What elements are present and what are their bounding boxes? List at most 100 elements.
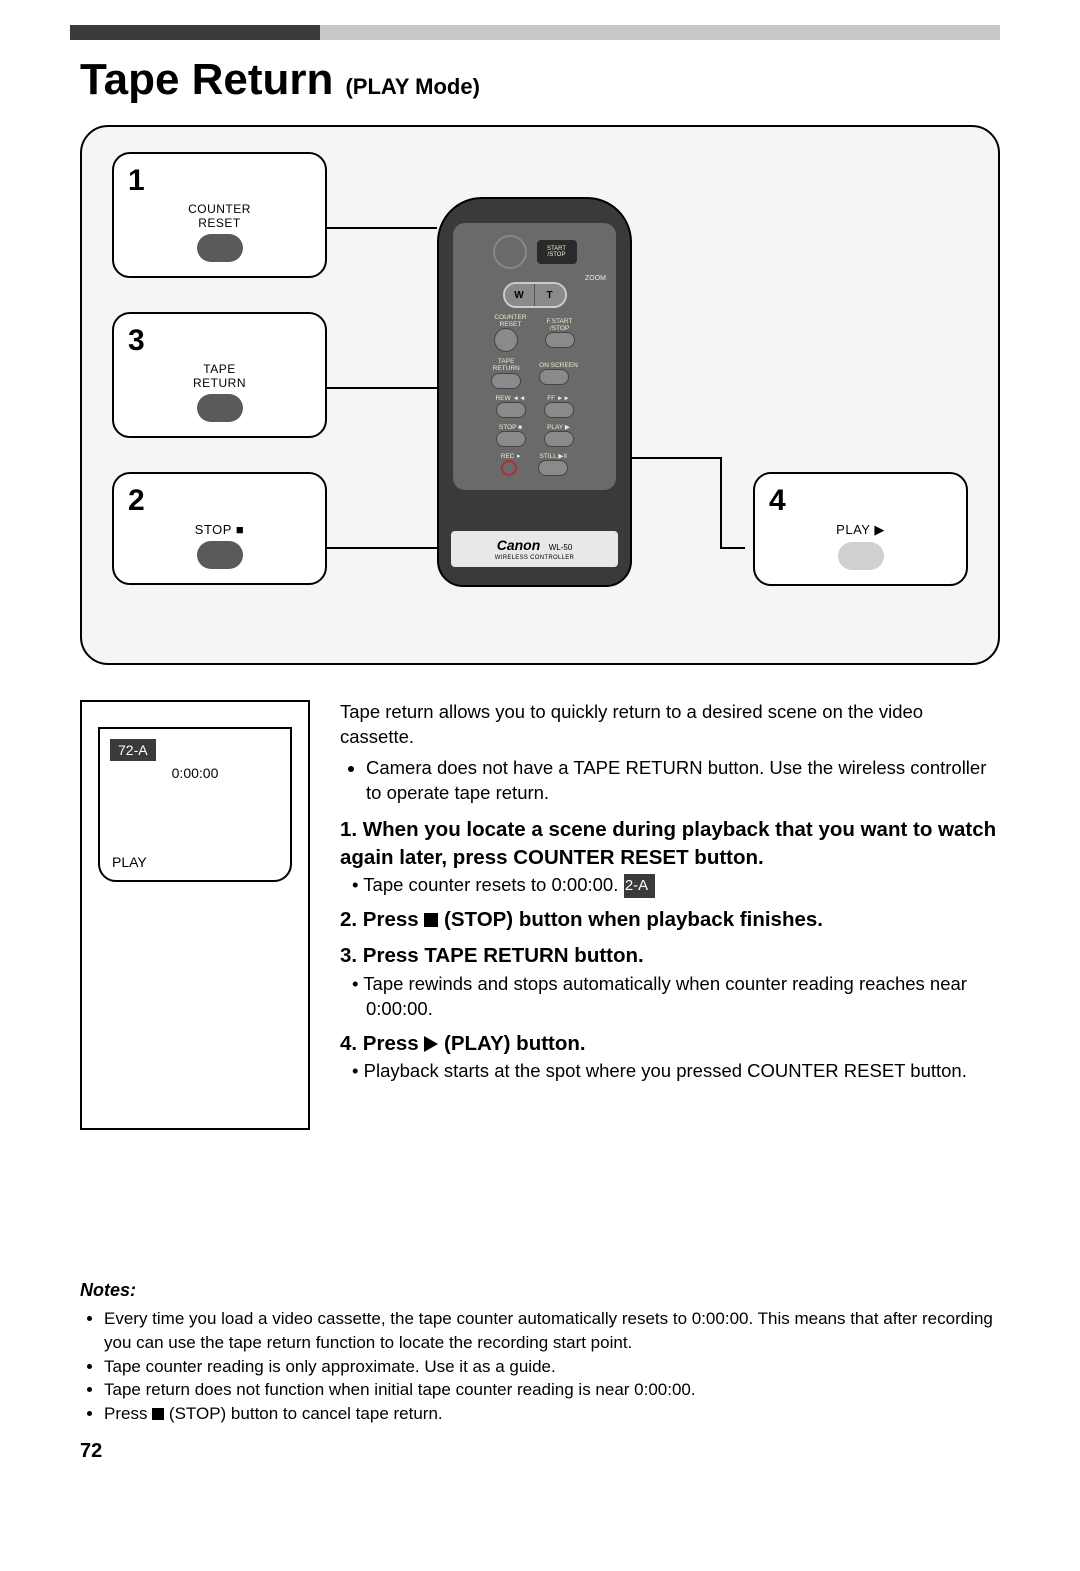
screen-inner: 72-A 0:00:00 PLAY: [98, 727, 292, 882]
remote-zoom-label: ZOOM: [463, 275, 606, 282]
step-number-4: 4: [769, 484, 952, 518]
instructions: Tape return allows you to quickly return…: [340, 700, 1000, 1130]
remote-onscreen-label: ON SCREEN: [539, 362, 578, 369]
remote-model: WL-50: [549, 543, 573, 552]
note-3: Tape return does not function when initi…: [104, 1378, 1000, 1402]
remote-play-button: [544, 431, 574, 447]
remote-counter-reset-label: COUNTER RESET: [494, 314, 526, 328]
header-bar-dark: [70, 25, 320, 40]
page-number: 72: [80, 1440, 1000, 1463]
step4-label: PLAY ▶: [769, 522, 952, 538]
title-main: Tape Return: [80, 55, 333, 105]
remote-still-label: STILL ▶II: [538, 453, 568, 460]
play-icon: [424, 1036, 438, 1052]
connector-line: [327, 227, 437, 229]
step-box-2: 2 STOP ■: [112, 472, 327, 585]
connector-line: [720, 547, 745, 549]
remote-brand-strip: Canon WL-50 WIRELESS CONTROLLER: [451, 531, 618, 567]
remote-rec-label: REC ●: [501, 453, 520, 460]
content-row: 72-A 0:00:00 PLAY Tape return allows you…: [80, 700, 1000, 1130]
notes-list: Every time you load a video cassette, th…: [80, 1307, 1000, 1426]
remote-ff-label: FF ►►: [544, 395, 574, 402]
note-4b: (STOP) button to cancel tape return.: [164, 1404, 442, 1423]
counter-reset-button-icon: [197, 234, 243, 262]
step3-bullet: Tape rewinds and stops automatically whe…: [340, 972, 1000, 1022]
stop-button-icon: [197, 541, 243, 569]
step-number-1: 1: [128, 164, 311, 198]
remote-controller: START /STOP ZOOM W T COUNTER RESET F.STA…: [437, 197, 632, 587]
note-4a: Press: [104, 1404, 152, 1423]
remote-stop-label: /STOP: [548, 252, 566, 258]
manual-page: Tape Return (PLAY Mode) 1 COUNTER RESET …: [0, 0, 1080, 1493]
step2-heading-b: (STOP) button when playback finishes.: [438, 908, 823, 931]
stop-icon: [424, 913, 438, 927]
title-sub: (PLAY Mode): [345, 74, 479, 100]
stop-icon: [152, 1408, 164, 1420]
remote-fstart-label: F.START /STOP: [545, 318, 575, 332]
header-bars: [80, 25, 1000, 40]
step1-heading: 1. When you locate a scene during playba…: [340, 816, 1000, 871]
remote-still-button: [538, 460, 568, 476]
remote-rew-label: REW ◄◄: [496, 395, 526, 402]
remote-rec-button: [501, 460, 517, 476]
step2-label: STOP ■: [128, 522, 311, 537]
remote-counter-reset-button: [494, 328, 518, 352]
step1-bullet-text: Tape counter resets to 0:00:00.: [363, 874, 618, 895]
connector-line: [720, 457, 722, 549]
step4-heading: 4. Press (PLAY) button.: [340, 1030, 1000, 1058]
remote-brand: Canon: [497, 537, 541, 553]
header-bar-light: [320, 25, 1000, 40]
step4-bullet: Playback starts at the spot where you pr…: [340, 1059, 1000, 1084]
remote-zoom-w: W: [505, 284, 535, 306]
tape-return-button-icon: [197, 394, 243, 422]
connector-line: [327, 387, 437, 389]
step-box-4: 4 PLAY ▶: [753, 472, 968, 586]
screen-counter: 0:00:00: [110, 765, 280, 781]
step3-heading: 3. Press TAPE RETURN button.: [340, 942, 1000, 970]
step1-label1: COUNTER: [128, 202, 311, 216]
remote-start-stop-button: START /STOP: [537, 240, 577, 264]
remote-face: START /STOP ZOOM W T COUNTER RESET F.STA…: [453, 223, 616, 490]
step3-label1: TAPE: [128, 362, 311, 376]
screen-badge: 72-A: [110, 739, 156, 761]
page-title: Tape Return (PLAY Mode): [80, 55, 1000, 105]
remote-stop-button: [496, 431, 526, 447]
step-number-2: 2: [128, 484, 311, 518]
diagram-panel: 1 COUNTER RESET 3 TAPE RETURN 2 STOP ■ 4…: [80, 125, 1000, 665]
remote-zoom-t: T: [535, 284, 565, 306]
step1-badge: 72-A: [624, 874, 656, 898]
remote-rew-button: [496, 402, 526, 418]
step4-heading-b: (PLAY) button.: [438, 1032, 585, 1055]
step2-heading-a: 2. Press: [340, 908, 424, 931]
intro-bullet: Camera does not have a TAPE RETURN butto…: [366, 756, 1000, 806]
notes-section: Notes: Every time you load a video casse…: [80, 1280, 1000, 1426]
step-box-1: 1 COUNTER RESET: [112, 152, 327, 278]
step-box-3: 3 TAPE RETURN: [112, 312, 327, 438]
connector-line: [327, 547, 447, 549]
remote-stop-btn-label: STOP ■: [496, 424, 526, 431]
remote-onscreen-button: [539, 369, 569, 385]
remote-tape-return-label: TAPE RETURN: [491, 358, 521, 372]
notes-heading: Notes:: [80, 1280, 1000, 1301]
remote-zoom-rocker: W T: [503, 282, 567, 308]
step-number-3: 3: [128, 324, 311, 358]
note-1: Every time you load a video cassette, th…: [104, 1307, 1000, 1355]
screen-mode: PLAY: [112, 854, 147, 870]
remote-tape-return-button: [491, 373, 521, 389]
connector-line: [632, 457, 722, 459]
remote-brand-sub: WIRELESS CONTROLLER: [459, 555, 610, 561]
play-button-icon: [838, 542, 884, 570]
step2-heading: 2. Press (STOP) button when playback fin…: [340, 906, 1000, 934]
remote-play-btn-label: PLAY ▶: [544, 424, 574, 431]
intro-paragraph: Tape return allows you to quickly return…: [340, 700, 1000, 750]
step1-bullet: Tape counter resets to 0:00:00. 72-A: [340, 873, 1000, 898]
step4-heading-a: 4. Press: [340, 1032, 424, 1055]
remote-emitter-icon: [493, 235, 527, 269]
note-4: Press (STOP) button to cancel tape retur…: [104, 1402, 1000, 1426]
step3-label2: RETURN: [128, 376, 311, 390]
remote-fstart-button: [545, 332, 575, 348]
remote-ff-button: [544, 402, 574, 418]
note-2: Tape counter reading is only approximate…: [104, 1355, 1000, 1379]
step1-label2: RESET: [128, 216, 311, 230]
screen-preview-box: 72-A 0:00:00 PLAY: [80, 700, 310, 1130]
